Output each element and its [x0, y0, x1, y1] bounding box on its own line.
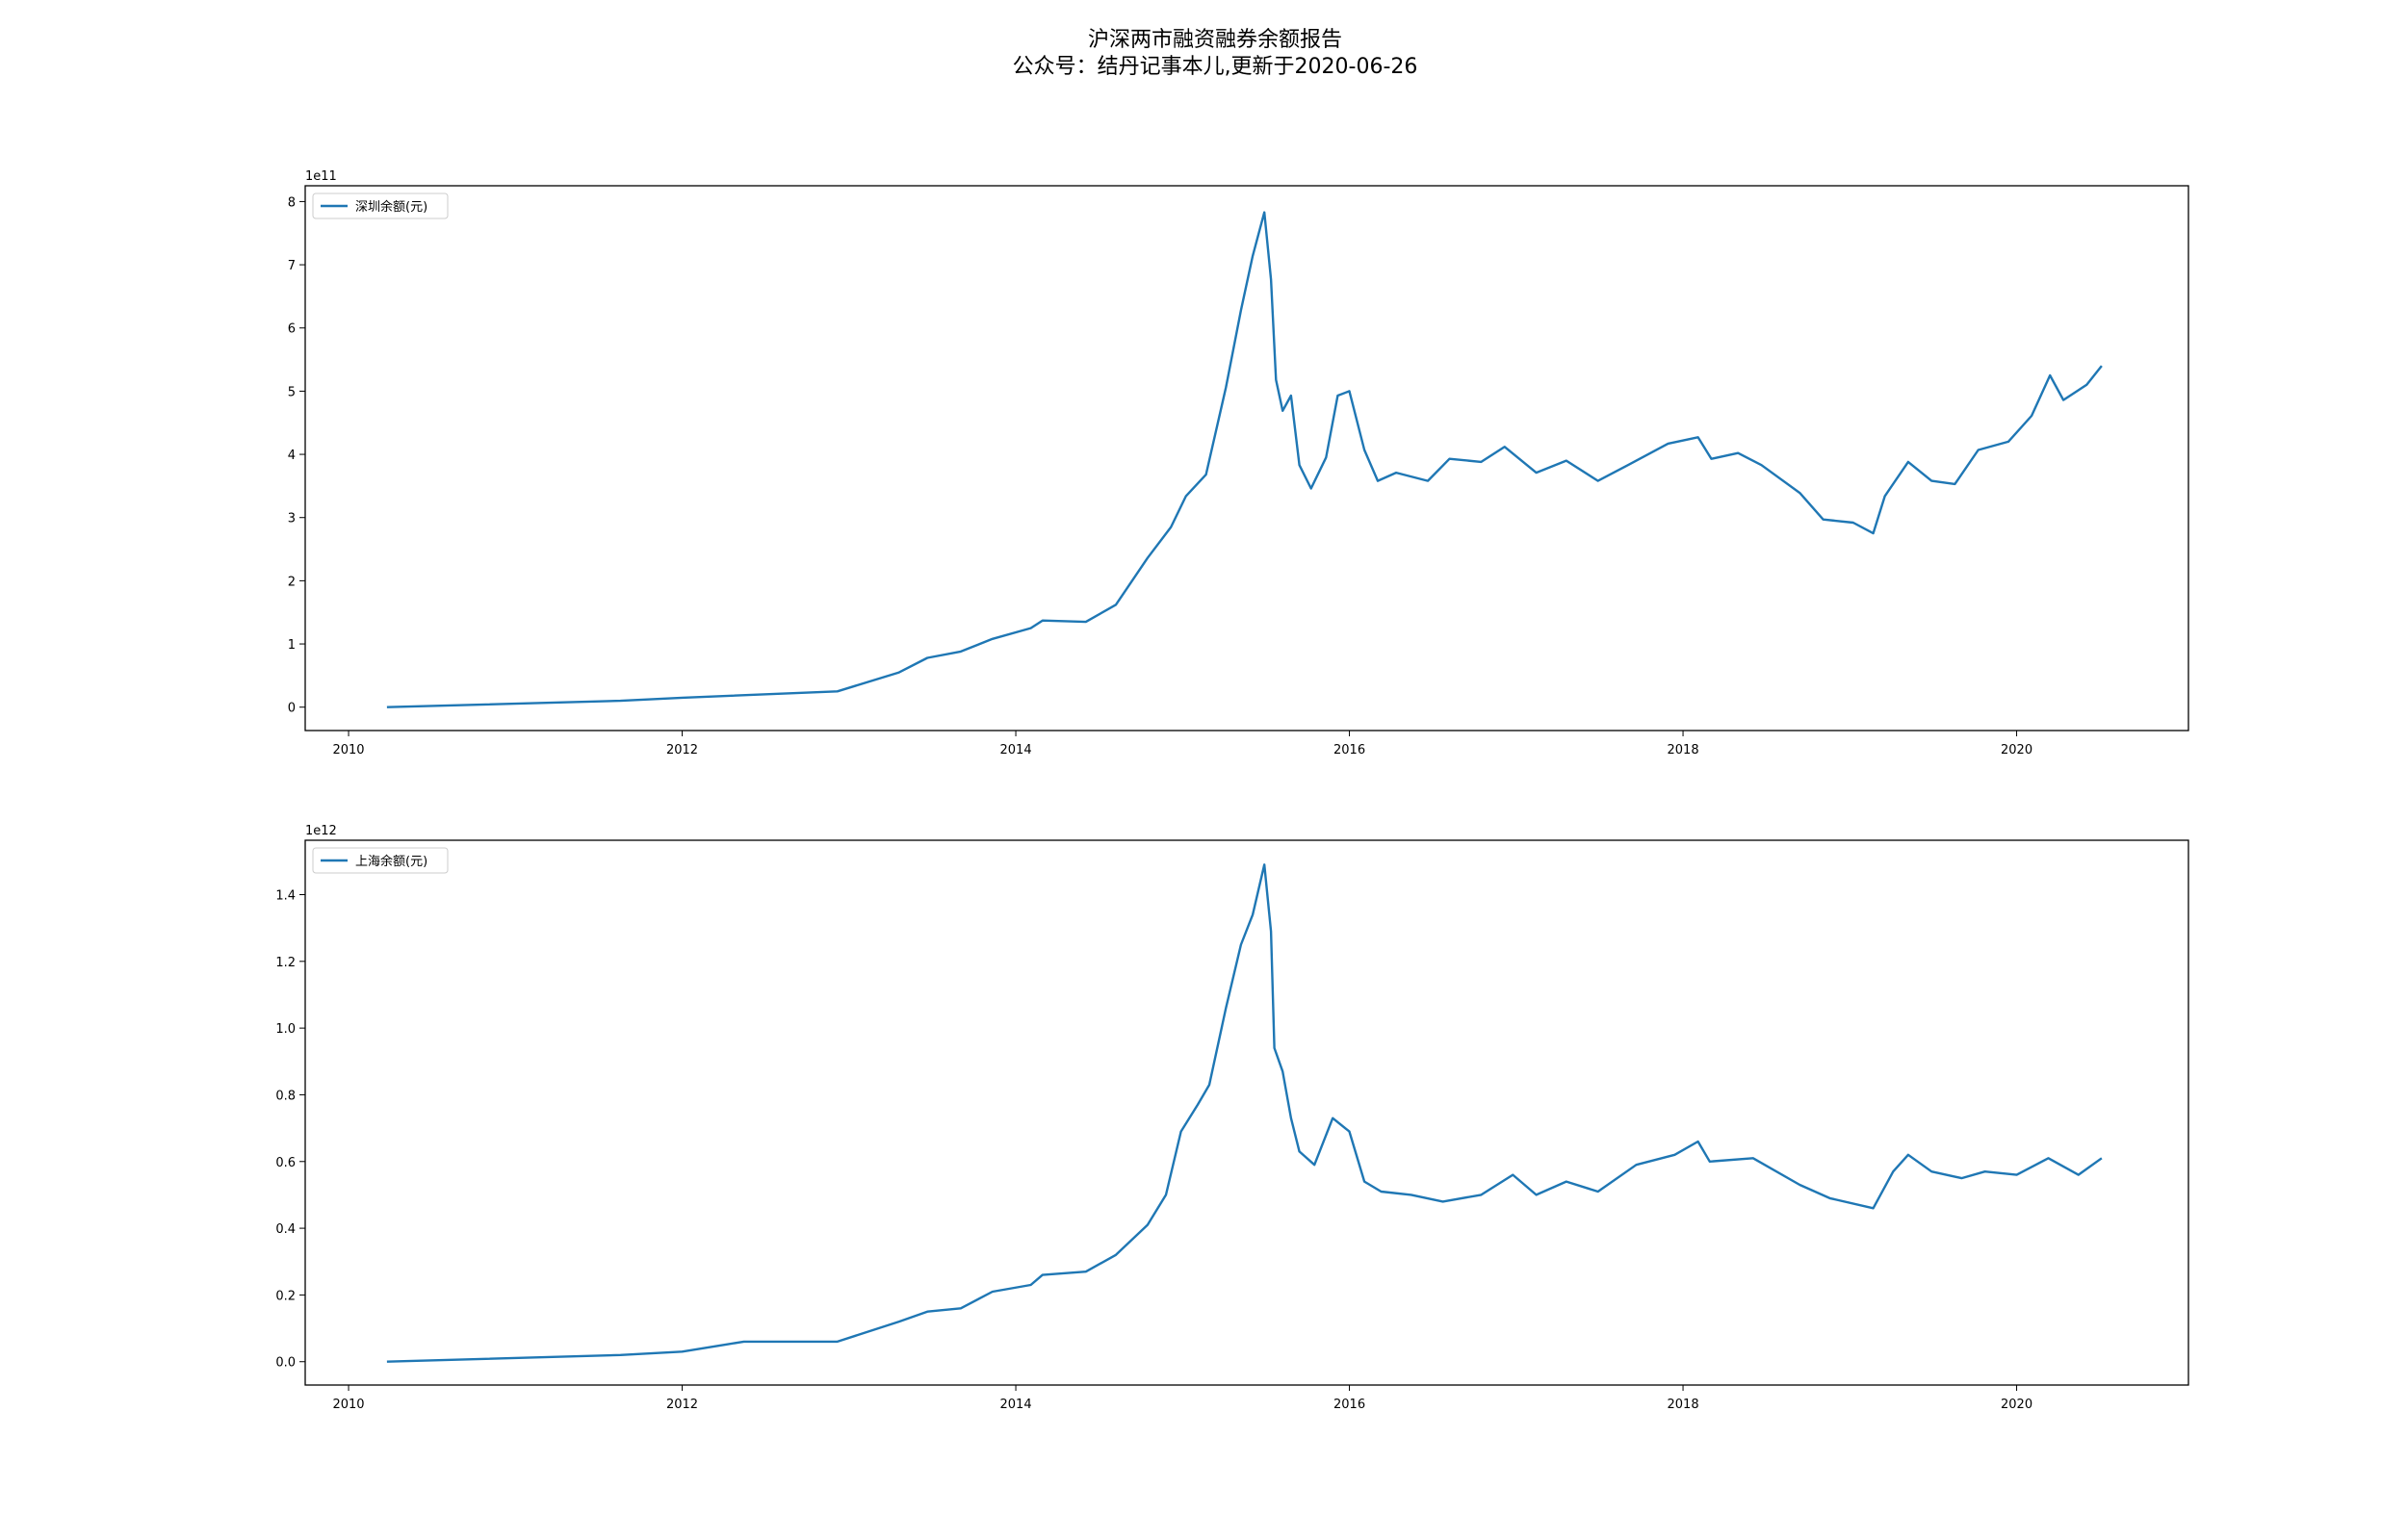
y-tick-label: 0.8	[275, 1089, 296, 1103]
x-tick-label: 2018	[1668, 743, 1699, 757]
figure-title: 沪深两市融资融券余额报告	[1088, 28, 1342, 52]
y-tick-label: 8	[288, 195, 296, 210]
y-tick-label: 2	[288, 575, 296, 589]
x-tick-label: 2010	[332, 1398, 364, 1412]
x-tick-label: 2020	[2001, 1398, 2032, 1412]
x-tick-label: 2010	[332, 743, 364, 757]
series-line	[386, 863, 2103, 1363]
y-tick-label: 6	[288, 322, 296, 337]
legend-label: 深圳余额(元)	[355, 199, 427, 215]
legend-box	[312, 847, 449, 874]
plot-frame	[304, 185, 2189, 732]
y-tick-label: 0.2	[275, 1289, 296, 1303]
x-tick-label: 2016	[1333, 743, 1365, 757]
x-tick-label: 2012	[666, 1398, 698, 1412]
axis-offset-label: 1e11	[305, 169, 337, 184]
x-tick-label: 2016	[1333, 1398, 1365, 1412]
x-tick-label: 2012	[666, 743, 698, 757]
y-tick-label: 0.0	[275, 1356, 296, 1371]
plot-frame	[304, 839, 2189, 1386]
y-tick-label: 1.2	[275, 956, 296, 970]
x-tick-label: 2014	[1000, 1398, 1032, 1412]
axis-offset-label: 1e12	[305, 824, 337, 838]
legend-box	[312, 192, 449, 219]
x-tick-label: 2014	[1000, 743, 1032, 757]
y-tick-label: 0	[288, 702, 296, 716]
series-line	[386, 211, 2103, 708]
y-tick-label: 5	[288, 385, 296, 399]
y-tick-label: 4	[288, 449, 296, 463]
x-tick-label: 2020	[2001, 743, 2032, 757]
figure-subtitle: 公众号：结丹记事本儿,更新于2020-06-26	[1013, 55, 1418, 79]
legend-label: 上海余额(元)	[355, 854, 427, 869]
y-tick-label: 0.4	[275, 1222, 296, 1237]
x-tick-label: 2018	[1668, 1398, 1699, 1412]
y-tick-label: 0.6	[275, 1156, 296, 1170]
y-tick-label: 1	[288, 638, 296, 653]
y-tick-label: 3	[288, 512, 296, 526]
y-tick-label: 1.0	[275, 1022, 296, 1037]
y-tick-label: 1.4	[275, 888, 296, 903]
y-tick-label: 7	[288, 259, 296, 273]
